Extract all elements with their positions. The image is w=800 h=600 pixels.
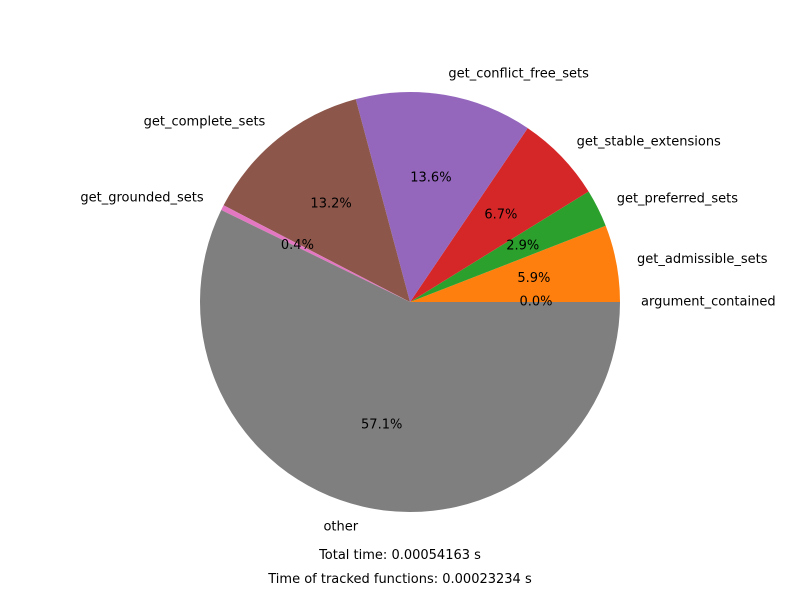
- slice-label-get-complete-sets: get_complete_sets: [144, 114, 266, 129]
- pie-slices: [200, 92, 620, 512]
- pie-slice-other: [200, 210, 620, 512]
- slice-label-argument-contained: argument_contained: [641, 295, 776, 310]
- slice-pct-get-admissible-sets: 5.9%: [517, 271, 550, 286]
- pie-slice-get-preferred-sets: [410, 191, 606, 302]
- tracked-time-text: Time of tracked functions: 0.00023234 s: [268, 572, 532, 587]
- slice-pct-get-grounded-sets: 0.4%: [281, 238, 314, 253]
- slice-label-get-grounded-sets: get_grounded_sets: [80, 191, 203, 206]
- slice-pct-get-stable-extensions: 6.7%: [484, 207, 517, 222]
- slice-pct-argument-contained: 0.0%: [519, 295, 552, 310]
- total-time-text: Total time: 0.00054163 s: [319, 548, 481, 563]
- slice-label-get-stable-extensions: get_stable_extensions: [577, 135, 721, 150]
- slice-pct-get-conflict-free-sets: 13.6%: [410, 170, 451, 185]
- pie-slice-get-conflict-free-sets: [355, 92, 528, 303]
- pie-slice-get-admissible-sets: [410, 225, 620, 302]
- slice-label-other: other: [323, 520, 358, 535]
- pie-slice-get-complete-sets: [223, 99, 410, 302]
- pie-slice-get-grounded-sets: [221, 205, 410, 302]
- pie-slice-get-stable-extensions: [410, 128, 589, 302]
- slice-pct-get-complete-sets: 13.2%: [310, 196, 351, 211]
- slice-label-get-admissible-sets: get_admissible_sets: [637, 252, 768, 267]
- slice-label-get-conflict-free-sets: get_conflict_free_sets: [448, 67, 589, 82]
- slice-pct-get-preferred-sets: 2.9%: [506, 238, 539, 253]
- slice-label-get-preferred-sets: get_preferred_sets: [617, 191, 739, 206]
- pie-labels: argument_contained 0.0% get_admissible_set…: [80, 67, 775, 535]
- slice-pct-other: 57.1%: [361, 417, 402, 432]
